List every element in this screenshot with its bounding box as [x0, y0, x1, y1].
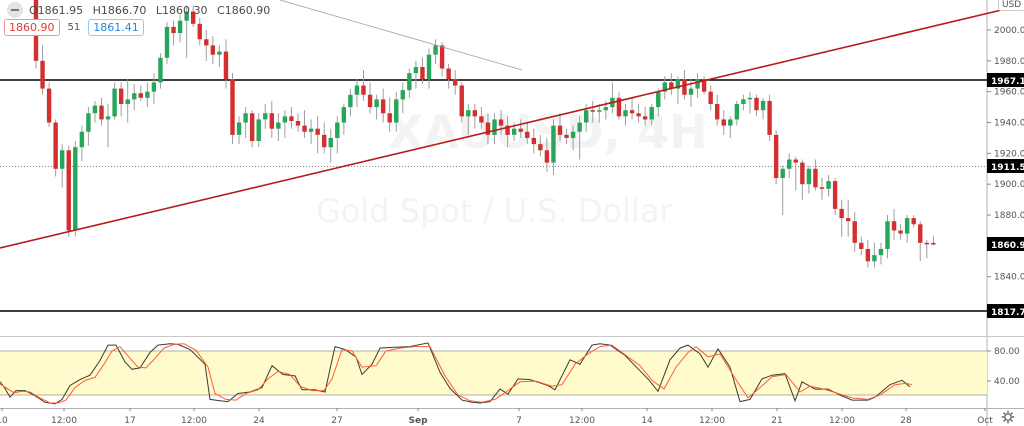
time-tick: 12:00 — [569, 416, 595, 426]
gear-icon[interactable] — [1001, 410, 1015, 424]
time-tick: 12:00 — [699, 416, 725, 426]
price-tick: 1880.00 — [994, 211, 1024, 221]
time-tick: 7 — [516, 416, 522, 426]
svg-text:1911.50: 1911.50 — [991, 163, 1024, 173]
ascending-trendline[interactable] — [0, 7, 1011, 249]
price-tick: 1900.00 — [994, 180, 1024, 190]
time-tick: 17 — [124, 416, 135, 426]
minus-icon — [11, 9, 19, 11]
time-tick: 12:00 — [51, 416, 77, 426]
close-value: C1860.90 — [217, 3, 271, 17]
stochastic-band — [0, 351, 987, 395]
time-tick: Sep — [408, 416, 428, 426]
descending-trendline[interactable] — [279, 0, 523, 71]
last-price-tag: 1860.90 — [987, 237, 1024, 251]
svg-text:1860.90: 1860.90 — [991, 241, 1024, 251]
currency-label[interactable]: USD — [998, 0, 1024, 11]
time-tick: 21 — [771, 416, 782, 426]
time-axis[interactable]: 10 12:00 17 12:00 24 27 Sep 7 12:00 14 12:00 21 12:0… — [0, 408, 993, 426]
price-tick: 1840.00 — [994, 273, 1024, 283]
svg-text:1967.13: 1967.13 — [991, 77, 1024, 87]
spread-value: 51 — [67, 22, 81, 33]
open-value: O1861.95 — [29, 3, 84, 17]
sell-button[interactable]: 1860.90 — [4, 19, 60, 36]
symbol-watermark: XAUUSD, 4H — [388, 105, 708, 159]
stoch-tick-80: 80.00 — [994, 347, 1020, 357]
price-tick: 1940.00 — [994, 119, 1024, 129]
price-tick: 1960.00 — [994, 88, 1024, 98]
stochastic-d-line — [0, 343, 913, 404]
time-tick: 24 — [253, 416, 265, 426]
price-tag-1817: 1817.79 — [987, 304, 1024, 318]
stoch-tick-40: 40.00 — [994, 377, 1020, 387]
svg-text:1817.79: 1817.79 — [991, 308, 1024, 318]
time-tick: Oct — [977, 416, 993, 426]
price-tick: 1980.00 — [994, 57, 1024, 67]
ohlc-legend: O1861.95 H1866.70 L1860.30 C1860.90 — [4, 2, 276, 18]
price-tag-1967: 1967.13 — [987, 73, 1024, 87]
high-value: H1866.70 — [92, 3, 147, 17]
time-tick: 28 — [900, 416, 912, 426]
candlestick-series — [33, 0, 936, 268]
collapse-legend-button[interactable] — [7, 2, 23, 18]
time-tick: 14 — [641, 416, 653, 426]
buy-button[interactable]: 1861.41 — [88, 19, 144, 36]
price-tick: 2000.00 — [994, 26, 1024, 36]
time-tick: 12:00 — [829, 416, 855, 426]
time-tick: 12:00 — [181, 416, 207, 426]
time-tick: 10 — [0, 416, 8, 426]
price-tick: 1920.00 — [994, 149, 1024, 159]
price-tag-1911: 1911.50 — [987, 159, 1024, 173]
description-watermark: Gold Spot / U.S. Dollar — [316, 192, 673, 230]
stochastic-k-line — [0, 342, 911, 405]
trade-panel: 1860.90 51 1861.41 — [4, 19, 144, 36]
time-tick: 27 — [331, 416, 342, 426]
low-value: L1860.30 — [155, 3, 208, 17]
